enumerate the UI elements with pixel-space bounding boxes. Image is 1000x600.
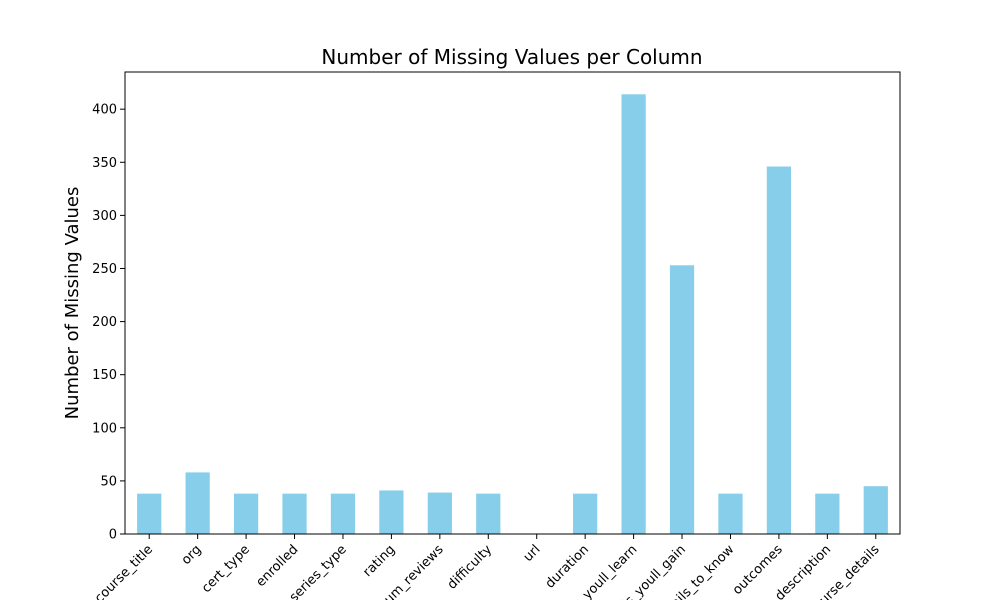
plot-frame: [124, 71, 901, 535]
bar-duration: [573, 493, 598, 534]
y-tick-label: 350: [92, 156, 117, 171]
y-axis: 0 50 100 150 200 250 300 350 400: [92, 103, 125, 543]
x-tick-label: duration: [543, 542, 592, 591]
bar-cert-type: [233, 493, 259, 534]
x-tick-label: course_title: [92, 542, 156, 600]
y-tick-label: 0: [109, 528, 117, 543]
bar-difficulty: [476, 493, 501, 534]
bar-outcomes: [766, 166, 792, 534]
x-tick-label: difficulty: [445, 542, 496, 593]
x-tick-label: org: [179, 542, 205, 568]
bars-group: [137, 94, 888, 534]
bar-enrolled: [282, 493, 307, 534]
bar-skills-youll-gain: [669, 265, 695, 534]
bar-num-reviews: [427, 492, 452, 534]
y-tick-label: 250: [92, 262, 117, 277]
bar-description: [815, 493, 840, 534]
bar-what-youll-learn: [621, 94, 646, 534]
y-tick-label: 200: [92, 315, 117, 330]
bar-course-title: [137, 493, 162, 534]
x-tick-label: url: [521, 542, 544, 565]
y-tick-label: 150: [92, 368, 117, 383]
bar-rating: [379, 490, 404, 534]
x-tick-label: cert_type: [199, 542, 253, 596]
y-tick-label: 100: [92, 421, 117, 436]
bar-org: [185, 472, 210, 534]
bar-course-details: [863, 486, 888, 534]
y-tick-label: 50: [100, 474, 117, 489]
chart-title: Number of Missing Values per Column: [321, 45, 702, 69]
bar-series-type: [330, 493, 356, 534]
bar-details-to-know: [718, 493, 743, 534]
y-axis-label: Number of Missing Values: [62, 187, 83, 420]
y-tick-label: 300: [92, 209, 117, 224]
x-tick-label: enrolled: [253, 542, 301, 590]
x-tick-label: rating: [360, 542, 398, 580]
y-tick-label: 400: [92, 103, 117, 118]
